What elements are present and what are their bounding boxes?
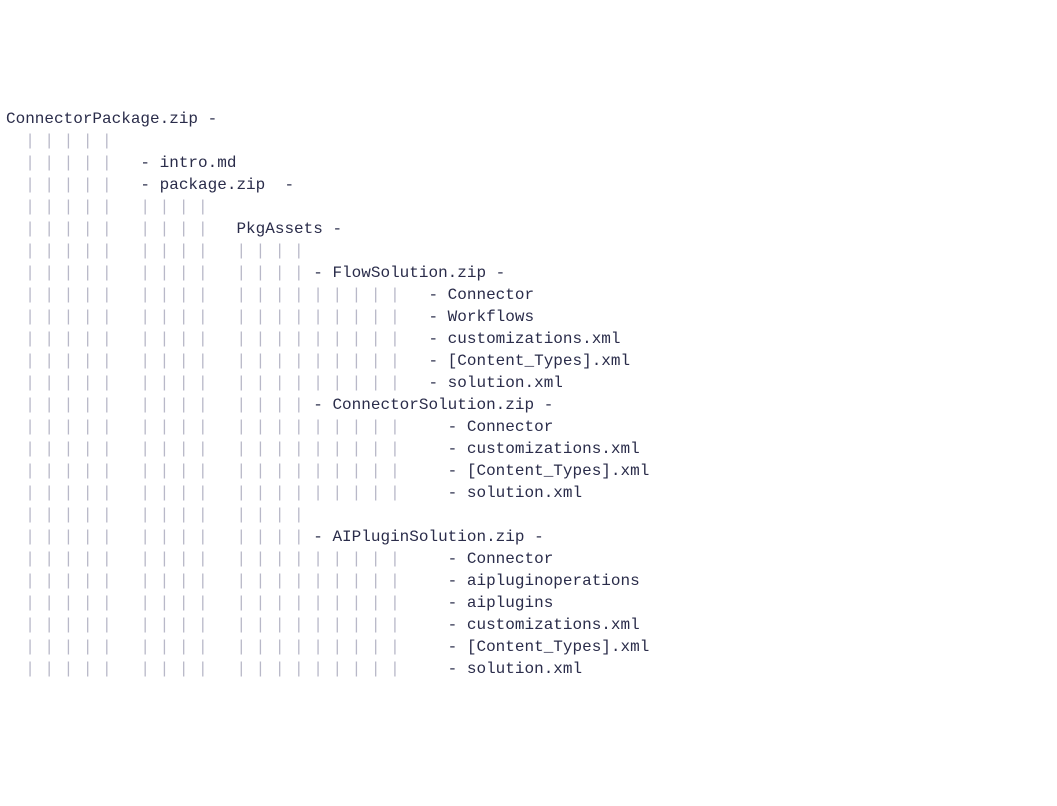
file-tree-diagram: ConnectorPackage.zip - | | | | | | | | |… [0,104,1057,680]
